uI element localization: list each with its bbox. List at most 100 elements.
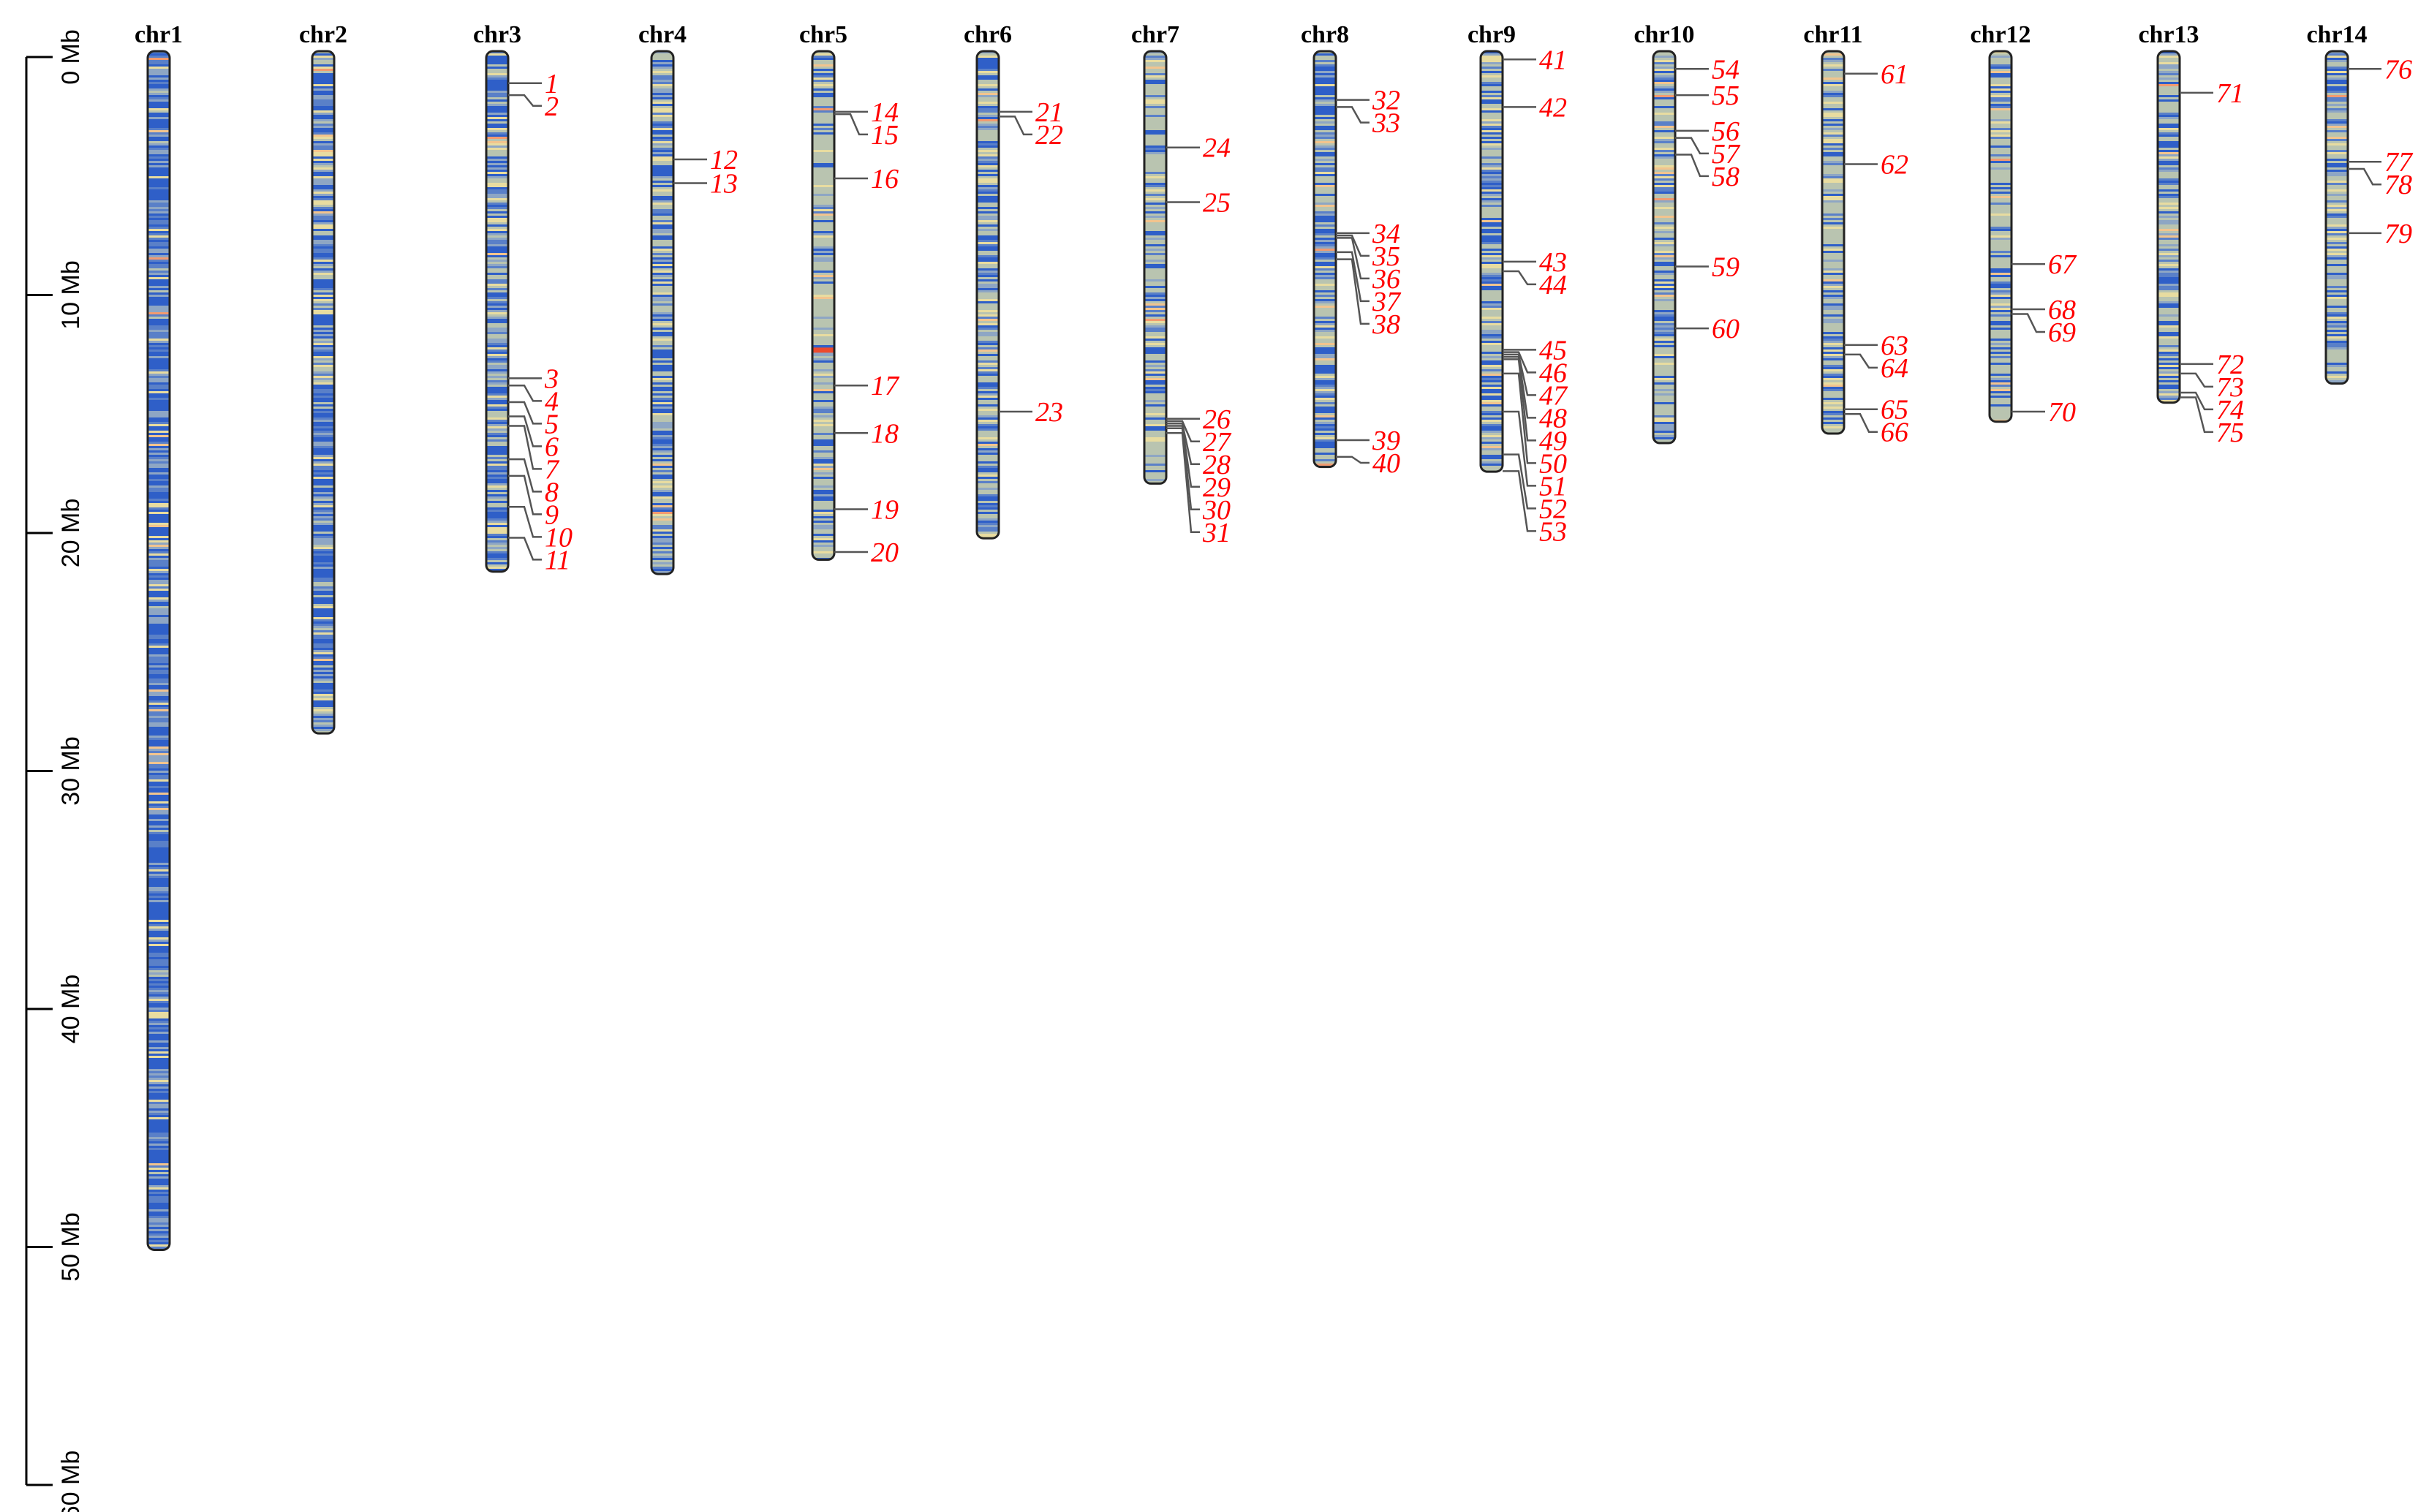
scale-axis: 0 Mb 10 Mb 20 Mb 30 Mb 40 Mb 50 Mb 60 Mb xyxy=(25,29,85,1512)
gene-connector xyxy=(1503,372,1536,464)
gene-label: 41 xyxy=(1539,45,1567,75)
chromosome-label: chr11 xyxy=(1803,21,1862,48)
gene-label: 70 xyxy=(2048,397,2076,428)
gene-connector xyxy=(1166,425,1200,488)
gene-label: 40 xyxy=(1372,448,1400,479)
axis-tick-label: 60 Mb xyxy=(57,1451,85,1512)
chromosome-chr2: chr2 xyxy=(299,21,347,735)
gene-label: 18 xyxy=(871,418,899,449)
gene-label: 76 xyxy=(2384,54,2412,85)
gene-label: 28 xyxy=(1203,450,1231,480)
chromosome-outline xyxy=(311,50,336,735)
gene-label: 66 xyxy=(1881,417,1908,448)
gene-label: 24 xyxy=(1203,133,1231,164)
gene-label: 73 xyxy=(2216,372,2244,403)
gene-label: 21 xyxy=(1035,97,1063,128)
gene-label: 50 xyxy=(1539,448,1567,479)
gene-connector xyxy=(2180,396,2213,434)
gene-label: 23 xyxy=(1035,397,1063,428)
gene-connector xyxy=(1503,358,1536,442)
gene-label: 44 xyxy=(1539,270,1567,300)
gene-label: 60 xyxy=(1712,314,1739,344)
gene-label: 9 xyxy=(545,499,559,530)
chromosome-label: chr4 xyxy=(638,21,687,48)
gene-connector xyxy=(1336,251,1370,303)
gene-label: 8 xyxy=(545,477,559,507)
gene-connector xyxy=(1503,270,1536,286)
density-bands xyxy=(312,51,334,734)
chromosome-outline xyxy=(146,50,171,1251)
density-bands xyxy=(1314,51,1336,467)
chromosome-outline xyxy=(1143,50,1168,485)
chromosome-label: chr14 xyxy=(2306,21,2367,48)
gene-label: 54 xyxy=(1712,54,1739,85)
density-bands xyxy=(2158,51,2180,403)
gene-label: 48 xyxy=(1539,403,1567,434)
gene-label: 39 xyxy=(1372,426,1400,456)
chromosome-outline xyxy=(1652,50,1677,445)
gene-label: 36 xyxy=(1372,264,1400,295)
gene-connector xyxy=(1503,355,1536,419)
gene-label: 67 xyxy=(2048,249,2077,280)
gene-label: 61 xyxy=(1881,59,1908,90)
gene-label: 25 xyxy=(1203,188,1231,219)
gene-label: 77 xyxy=(2384,147,2414,178)
gene-connector xyxy=(1166,427,1200,511)
gene-label: 7 xyxy=(545,454,560,485)
gene-label: 33 xyxy=(1372,108,1400,139)
gene-label: 43 xyxy=(1539,247,1567,278)
gene-label: 62 xyxy=(1881,149,1908,180)
gene-connector xyxy=(508,415,542,447)
gene-label: 63 xyxy=(1881,330,1908,361)
gene-connector xyxy=(508,425,542,470)
chromosome-label: chr1 xyxy=(135,21,183,48)
gene-label: 59 xyxy=(1712,252,1739,282)
gene-connector xyxy=(1503,351,1536,374)
gene-label: 22 xyxy=(1035,120,1063,151)
chromosome-label: chr10 xyxy=(1633,21,1694,48)
gene-connector xyxy=(2180,391,2213,411)
gene-connector xyxy=(1336,456,1370,464)
gene-label: 2 xyxy=(545,91,559,122)
gene-label: 68 xyxy=(2048,295,2076,325)
chromosome-label: chr12 xyxy=(1970,21,2031,48)
gene-label: 46 xyxy=(1539,358,1567,388)
gene-label: 37 xyxy=(1372,287,1402,317)
chromosome-label: chr7 xyxy=(1131,21,1179,48)
gene-label: 31 xyxy=(1202,518,1231,548)
chromosome-label: chr13 xyxy=(2138,21,2199,48)
gene-label: 38 xyxy=(1372,309,1400,340)
gene-connector xyxy=(1166,423,1200,466)
chromosome-outline xyxy=(2324,50,2349,385)
gene-connector xyxy=(2348,167,2381,186)
density-bands xyxy=(1481,51,1503,472)
gene-label: 49 xyxy=(1539,426,1567,456)
gene-connector xyxy=(1336,237,1370,280)
gene-label: 45 xyxy=(1539,335,1567,366)
gene-label: 10 xyxy=(545,522,573,553)
gene-connector xyxy=(1844,353,1878,369)
gene-label: 64 xyxy=(1881,353,1908,384)
gene-label: 52 xyxy=(1539,494,1567,524)
gene-connector xyxy=(508,401,542,425)
gene-connector xyxy=(1844,413,1878,433)
gene-label: 72 xyxy=(2216,349,2244,380)
density-bands xyxy=(812,51,834,560)
gene-connector xyxy=(1503,453,1536,510)
gene-connector xyxy=(1336,106,1370,124)
chromosome-outline xyxy=(811,50,836,562)
axis-tick-label: 10 Mb xyxy=(57,260,85,330)
chromosome-outline xyxy=(1988,50,2013,423)
gene-label: 71 xyxy=(2216,78,2244,109)
axis-tick-label: 50 Mb xyxy=(57,1212,85,1282)
gene-connector xyxy=(1336,258,1370,325)
gene-label: 69 xyxy=(2048,317,2076,348)
density-bands xyxy=(486,51,508,572)
